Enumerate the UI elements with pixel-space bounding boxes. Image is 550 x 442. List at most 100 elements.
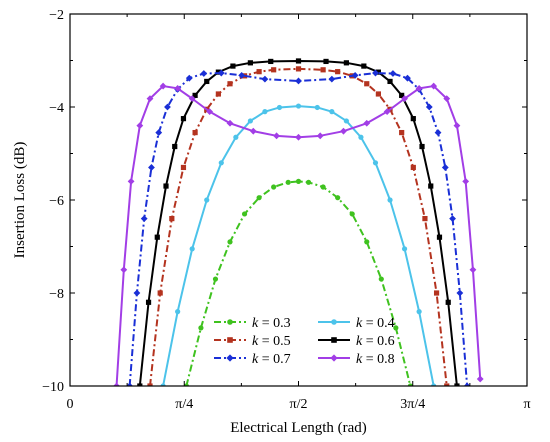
y-axis-title: Insertion Loss (dB) (12, 142, 28, 259)
series-1 (160, 103, 437, 386)
data-point (285, 179, 291, 185)
data-point (148, 164, 155, 171)
data-point (230, 63, 236, 69)
legend-marker (227, 319, 233, 325)
data-point (180, 164, 187, 171)
legend: k = 0.3 k = 0.4k = 0.5 k = 0.6k = 0.7 k = 0… (214, 316, 395, 367)
series-line (185, 180, 412, 386)
data-point (407, 383, 413, 386)
x-axis-title: Electrical Length (rad) (230, 420, 367, 436)
data-point (389, 70, 397, 77)
legend-marker (331, 319, 337, 325)
data-point (160, 383, 166, 386)
legend-label: k = 0.6 (356, 334, 395, 349)
data-point (180, 116, 187, 122)
data-point (188, 95, 196, 103)
data-point (174, 85, 182, 92)
y-tick-label: −8 (49, 287, 64, 302)
data-point (249, 127, 257, 135)
legend-item: k = 0.4 (318, 316, 395, 331)
data-point (428, 183, 434, 189)
x-tick-label: π/2 (290, 397, 308, 412)
legend-label-variable: k (356, 334, 363, 349)
series-4 (126, 69, 471, 386)
data-point (358, 134, 364, 140)
data-point (204, 197, 210, 203)
data-point (169, 216, 175, 222)
y-tick-label: −10 (42, 380, 64, 395)
data-point (185, 74, 193, 82)
data-point (163, 183, 169, 189)
data-point (349, 211, 355, 217)
data-point (226, 119, 234, 127)
series-3 (137, 58, 460, 386)
legend-marker (226, 354, 234, 362)
data-point (256, 69, 262, 75)
tick-layer: 0 π/4 π/2 3π/4 π −10 −8 −6 −4 −2 (42, 8, 530, 412)
legend-label-value: = 0.5 (258, 334, 290, 349)
data-point (295, 103, 302, 109)
data-point (212, 276, 219, 282)
series-line (138, 59, 458, 386)
data-point (387, 197, 393, 203)
data-point (206, 108, 214, 116)
data-point (340, 127, 347, 135)
series-layer (113, 58, 484, 386)
data-point (215, 69, 221, 75)
series-line (149, 67, 448, 386)
data-point (155, 129, 163, 136)
x-tick-label: 3π/4 (400, 397, 425, 412)
data-point (443, 95, 451, 103)
legend-label-variable: k (252, 316, 259, 331)
data-point (456, 289, 464, 297)
data-point (295, 133, 302, 141)
data-point (335, 195, 341, 201)
data-point (295, 58, 302, 64)
data-point (113, 382, 120, 386)
legend-marker (227, 337, 233, 343)
legend-marker (330, 354, 338, 362)
data-point (444, 383, 450, 386)
data-point (215, 91, 221, 97)
data-point (189, 246, 195, 252)
data-point (159, 82, 167, 90)
data-point (204, 78, 210, 85)
data-point (434, 129, 442, 136)
data-point (320, 184, 326, 190)
legend-item: k = 0.5 (214, 334, 291, 349)
data-point (375, 91, 381, 97)
data-point (164, 103, 171, 111)
legend-label: k = 0.4 (356, 316, 395, 331)
data-point (361, 63, 367, 69)
data-point (441, 164, 449, 171)
data-point (192, 92, 198, 98)
data-point (198, 325, 204, 331)
data-point (410, 116, 416, 122)
y-tick-label: −4 (49, 101, 64, 116)
legend-label-variable: k (252, 334, 259, 349)
x-tick-label: 0 (67, 397, 74, 412)
data-point (387, 78, 393, 85)
data-point (247, 60, 253, 66)
data-point (328, 75, 336, 83)
data-point (433, 290, 440, 296)
data-point (416, 309, 422, 315)
data-point (140, 215, 148, 222)
series-line (128, 72, 469, 386)
legend-label-value: = 0.6 (362, 334, 394, 349)
data-point (425, 103, 433, 111)
data-point (323, 58, 329, 65)
data-point (329, 109, 335, 115)
legend-item: k = 0.3 (214, 316, 291, 331)
data-point (364, 239, 370, 245)
data-point (383, 108, 391, 116)
legend-item: k = 0.8 (318, 352, 395, 367)
data-point (463, 382, 471, 386)
series-5 (113, 82, 484, 386)
data-point (137, 383, 143, 386)
legend-label-variable: k (252, 352, 259, 367)
data-point (262, 109, 268, 115)
data-point (393, 325, 399, 331)
legend-label: k = 0.5 (252, 334, 291, 349)
legend-label: k = 0.8 (356, 352, 395, 367)
